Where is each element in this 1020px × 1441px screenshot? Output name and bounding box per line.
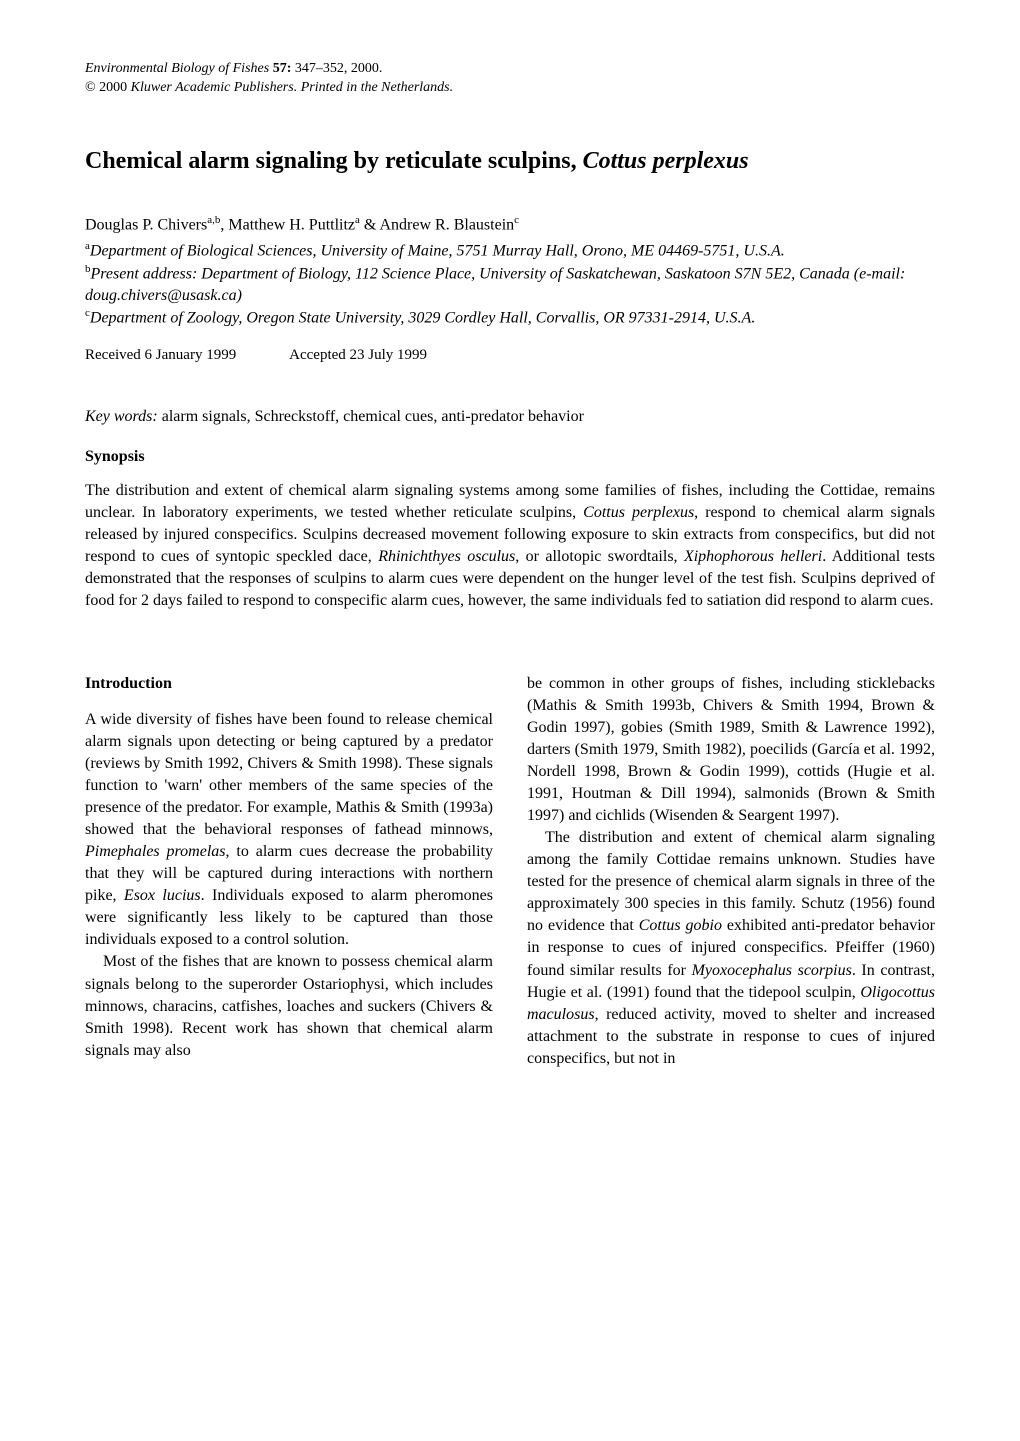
author-3-sup: c xyxy=(514,214,519,226)
intro-r-sp2: Myoxocephalus scorpius xyxy=(692,962,852,979)
affiliation-b: bPresent address: Department of Biology,… xyxy=(85,262,935,307)
author-1: Douglas P. Chivers xyxy=(85,216,207,233)
intro-l-sp2: Esox lucius xyxy=(124,887,201,904)
syn-sp3: Xiphophorous helleri xyxy=(684,548,822,565)
author-3: Andrew R. Blaustein xyxy=(379,216,514,233)
title-main: Chemical alarm signaling by reticulate s… xyxy=(85,148,583,174)
title-species: Cottus perplexus xyxy=(583,148,749,174)
syn-sp2: Rhinichthyes osculus xyxy=(378,548,515,565)
dates-line: Received 6 January 1999 Accepted 23 July… xyxy=(85,347,935,364)
intro-right-p2: The distribution and extent of chemical … xyxy=(527,827,935,1070)
journal-pages: 347–352, 2000. xyxy=(291,61,382,76)
accepted-date: Accepted 23 July 1999 xyxy=(289,347,427,363)
synopsis-heading: Synopsis xyxy=(85,448,935,466)
intro-left-p1: A wide diversity of fishes have been fou… xyxy=(85,709,493,952)
left-column: Introduction A wide diversity of fishes … xyxy=(85,673,493,1070)
author-1-sup: a,b xyxy=(207,214,220,226)
journal-name: Environmental Biology of Fishes xyxy=(85,61,269,76)
affiliation-a: aDepartment of Biological Sciences, Univ… xyxy=(85,239,935,262)
publisher: Kluwer Academic Publishers. Printed in t… xyxy=(131,80,454,95)
affiliations: aDepartment of Biological Sciences, Univ… xyxy=(85,239,935,329)
aff-c-text: Department of Zoology, Oregon State Univ… xyxy=(90,309,755,326)
keywords-line: Key words: alarm signals, Schreckstoff, … xyxy=(85,408,935,426)
introduction-heading: Introduction xyxy=(85,673,493,695)
journal-volume: 57: xyxy=(273,61,292,76)
synopsis-body: The distribution and extent of chemical … xyxy=(85,480,935,612)
author-2-sup: a xyxy=(355,214,360,226)
intro-left-p2: Most of the fishes that are known to pos… xyxy=(85,951,493,1061)
author-2: Matthew H. Puttlitz xyxy=(228,216,355,233)
journal-line2: © 2000 Kluwer Academic Publishers. Print… xyxy=(85,79,935,98)
intro-r-sp1: Cottus gobio xyxy=(639,917,722,934)
two-column-body: Introduction A wide diversity of fishes … xyxy=(85,673,935,1070)
keywords-label: Key words: xyxy=(85,408,158,425)
affiliation-c: cDepartment of Zoology, Oregon State Uni… xyxy=(85,306,935,329)
intro-l-p1a: A wide diversity of fishes have been fou… xyxy=(85,711,493,838)
journal-header: Environmental Biology of Fishes 57: 347–… xyxy=(85,60,935,98)
article-title: Chemical alarm signaling by reticulate s… xyxy=(85,146,935,177)
syn-t3: , or allotopic swordtails, xyxy=(515,548,684,565)
journal-line1: Environmental Biology of Fishes 57: 347–… xyxy=(85,60,935,79)
copyright-symbol: © 2000 xyxy=(85,80,131,95)
right-column: be common in other groups of fishes, inc… xyxy=(527,673,935,1070)
received-date: Received 6 January 1999 xyxy=(85,347,236,363)
aff-b-text: Present address: Department of Biology, … xyxy=(85,265,905,304)
aff-a-text: Department of Biological Sciences, Unive… xyxy=(90,242,785,259)
keywords-text: alarm signals, Schreckstoff, chemical cu… xyxy=(158,408,584,425)
authors-line: Douglas P. Chiversa,b, Matthew H. Puttli… xyxy=(85,213,935,237)
syn-sp1: Cottus perplexus xyxy=(583,504,694,521)
intro-l-sp1: Pimephales promelas xyxy=(85,843,226,860)
intro-right-p1: be common in other groups of fishes, inc… xyxy=(527,673,935,828)
